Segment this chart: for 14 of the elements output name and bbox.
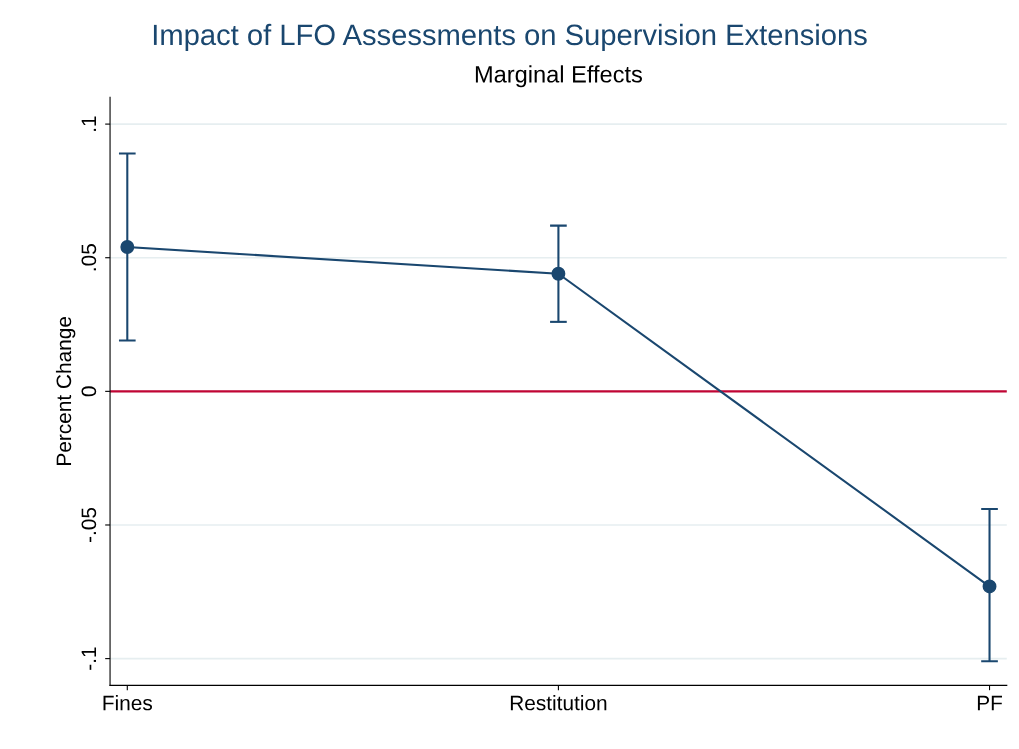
chart-title: Impact of LFO Assessments on Supervision Extensions — [153, 23, 867, 51]
y-tick-label: .05 — [81, 244, 97, 271]
point — [120, 240, 135, 254]
x-tick-label: PF — [977, 695, 1002, 711]
y-tick-label: 0 — [81, 386, 97, 397]
x-tick-label: Restitution — [510, 695, 607, 711]
y-tick-label: -.1 — [81, 647, 97, 670]
chart-subtitle: Marginal Effects — [475, 65, 642, 88]
y-axis-title: Percent Change — [55, 316, 76, 465]
y-tick-label: .1 — [81, 116, 97, 131]
x-tick-label: Fines — [103, 695, 153, 711]
point — [982, 579, 997, 594]
point — [551, 266, 566, 281]
y-tick-label: -.05 — [81, 507, 97, 542]
